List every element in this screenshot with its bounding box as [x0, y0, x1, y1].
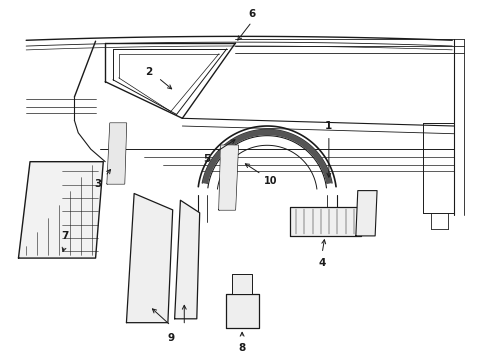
Polygon shape	[226, 294, 260, 328]
Polygon shape	[356, 190, 377, 236]
Text: 8: 8	[239, 343, 245, 353]
Text: 6: 6	[248, 9, 255, 19]
Polygon shape	[232, 274, 252, 294]
Text: 1: 1	[325, 121, 333, 131]
Polygon shape	[126, 193, 172, 323]
Polygon shape	[107, 123, 126, 184]
Text: 5: 5	[203, 154, 210, 164]
Text: 7: 7	[61, 231, 69, 241]
Text: 9: 9	[167, 333, 174, 343]
Polygon shape	[219, 145, 238, 210]
Text: 3: 3	[94, 179, 101, 189]
Polygon shape	[202, 129, 332, 184]
Polygon shape	[174, 200, 200, 319]
Text: 2: 2	[145, 67, 152, 77]
Polygon shape	[290, 207, 361, 236]
Polygon shape	[19, 162, 103, 258]
Text: 10: 10	[264, 176, 278, 186]
Text: 4: 4	[318, 258, 326, 268]
